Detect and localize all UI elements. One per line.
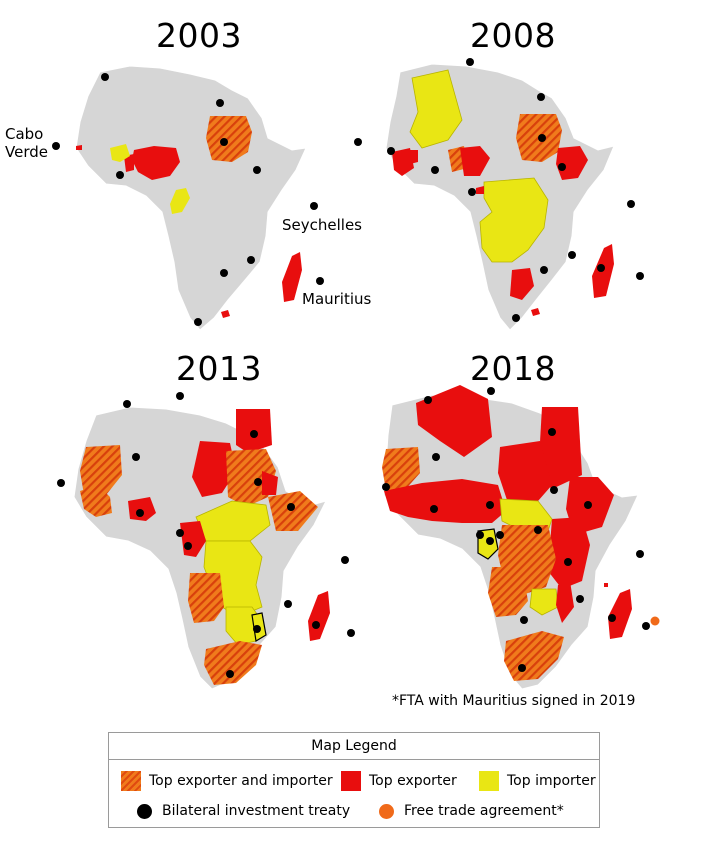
south-africa-hatched <box>204 641 262 685</box>
mauritania-hatched <box>80 445 122 495</box>
kenya-tanzania <box>548 517 590 589</box>
legend-item-exporter-importer: Top exporter and importer <box>121 771 333 791</box>
chad-niger <box>498 441 552 503</box>
guinea-bissau <box>76 145 82 150</box>
year-title: 2013 <box>176 349 262 388</box>
year-title: 2008 <box>470 16 556 55</box>
ghana <box>124 154 134 172</box>
legend-label: Bilateral investment treaty <box>162 803 351 819</box>
mali-mauritania <box>409 69 463 149</box>
year-title: 2003 <box>156 16 242 55</box>
gabon-small <box>476 186 484 194</box>
africa-map-2008 <box>354 58 644 331</box>
legend-item-fta: Free trade agreement* <box>379 803 564 819</box>
legend-title: Map Legend <box>109 733 599 760</box>
madagascar <box>608 589 632 639</box>
place-label-seychelles: Seychelles <box>282 216 362 234</box>
ethiopia-hatched <box>268 491 318 531</box>
algeria <box>416 385 492 457</box>
map-panel-2018: 2018 <box>352 345 704 690</box>
madagascar <box>282 252 302 302</box>
angola-hatched <box>188 573 224 623</box>
ethiopia <box>556 146 588 180</box>
africa-map-2018 <box>382 385 660 690</box>
senegal-guinea-hatched <box>80 485 112 517</box>
libya-chad <box>192 441 236 497</box>
place-label-mauritius: Mauritius <box>302 290 372 308</box>
legend-item-importer: Top importer <box>479 771 596 791</box>
botswana <box>510 268 534 300</box>
mozambique <box>556 581 574 623</box>
africa-map-2003 <box>52 65 324 331</box>
zambia <box>529 588 559 616</box>
yellow-swatch-icon <box>479 771 499 791</box>
mauritania-hatched <box>382 447 420 491</box>
gabon <box>170 188 190 214</box>
legend-item-exporter: Top exporter <box>341 771 457 791</box>
south-sudan <box>262 471 278 495</box>
egypt-sudan <box>538 407 582 489</box>
treaty-dots-2008 <box>354 58 644 322</box>
map-panel-2008: 2008 <box>352 0 704 345</box>
west-africa <box>384 479 506 523</box>
south-africa-small <box>531 308 540 316</box>
drc-angola-zambia <box>479 177 549 263</box>
legend-label: Top exporter <box>369 773 457 789</box>
legend-label: Free trade agreement* <box>404 803 564 819</box>
treaty-dots-2018 <box>382 387 650 672</box>
sierra-leone <box>408 150 418 164</box>
red-swatch-icon <box>341 771 361 791</box>
orange-dot-icon <box>379 803 394 819</box>
madagascar <box>308 591 330 641</box>
treaty-dots-2003 <box>52 73 324 326</box>
nigeria <box>132 146 180 180</box>
comoros <box>604 583 608 587</box>
legend-label: Top importer <box>507 773 596 789</box>
year-title: 2018 <box>470 349 556 388</box>
map-panel-2013: 2013 <box>0 345 355 690</box>
guinea <box>392 148 414 176</box>
black-dot-icon <box>137 803 152 819</box>
sudan-hatched <box>206 116 252 162</box>
south-africa-small <box>221 310 230 318</box>
treaty-dots-2013 <box>57 392 355 678</box>
map-panel-2003: 2003 Cabo Verde Seychelles Mauritius <box>0 0 371 345</box>
ghana <box>128 497 156 521</box>
legend-label: Top exporter and importer <box>149 773 333 789</box>
cote-divoire <box>110 144 130 162</box>
africa-landmass <box>75 65 307 331</box>
angola-hatched <box>488 567 528 617</box>
map-legend: Map Legend Top exporter and importer Top… <box>108 732 600 828</box>
africa-map-2013 <box>57 392 355 690</box>
hatched-swatch-icon <box>121 771 141 791</box>
fta-footnote: *FTA with Mauritius signed in 2019 <box>392 693 636 709</box>
nigeria <box>460 146 490 176</box>
legend-item-bit: Bilateral investment treaty <box>137 803 350 819</box>
fta-dot-mauritius <box>650 616 660 626</box>
place-label-cabo-verde: Cabo Verde <box>5 125 48 161</box>
